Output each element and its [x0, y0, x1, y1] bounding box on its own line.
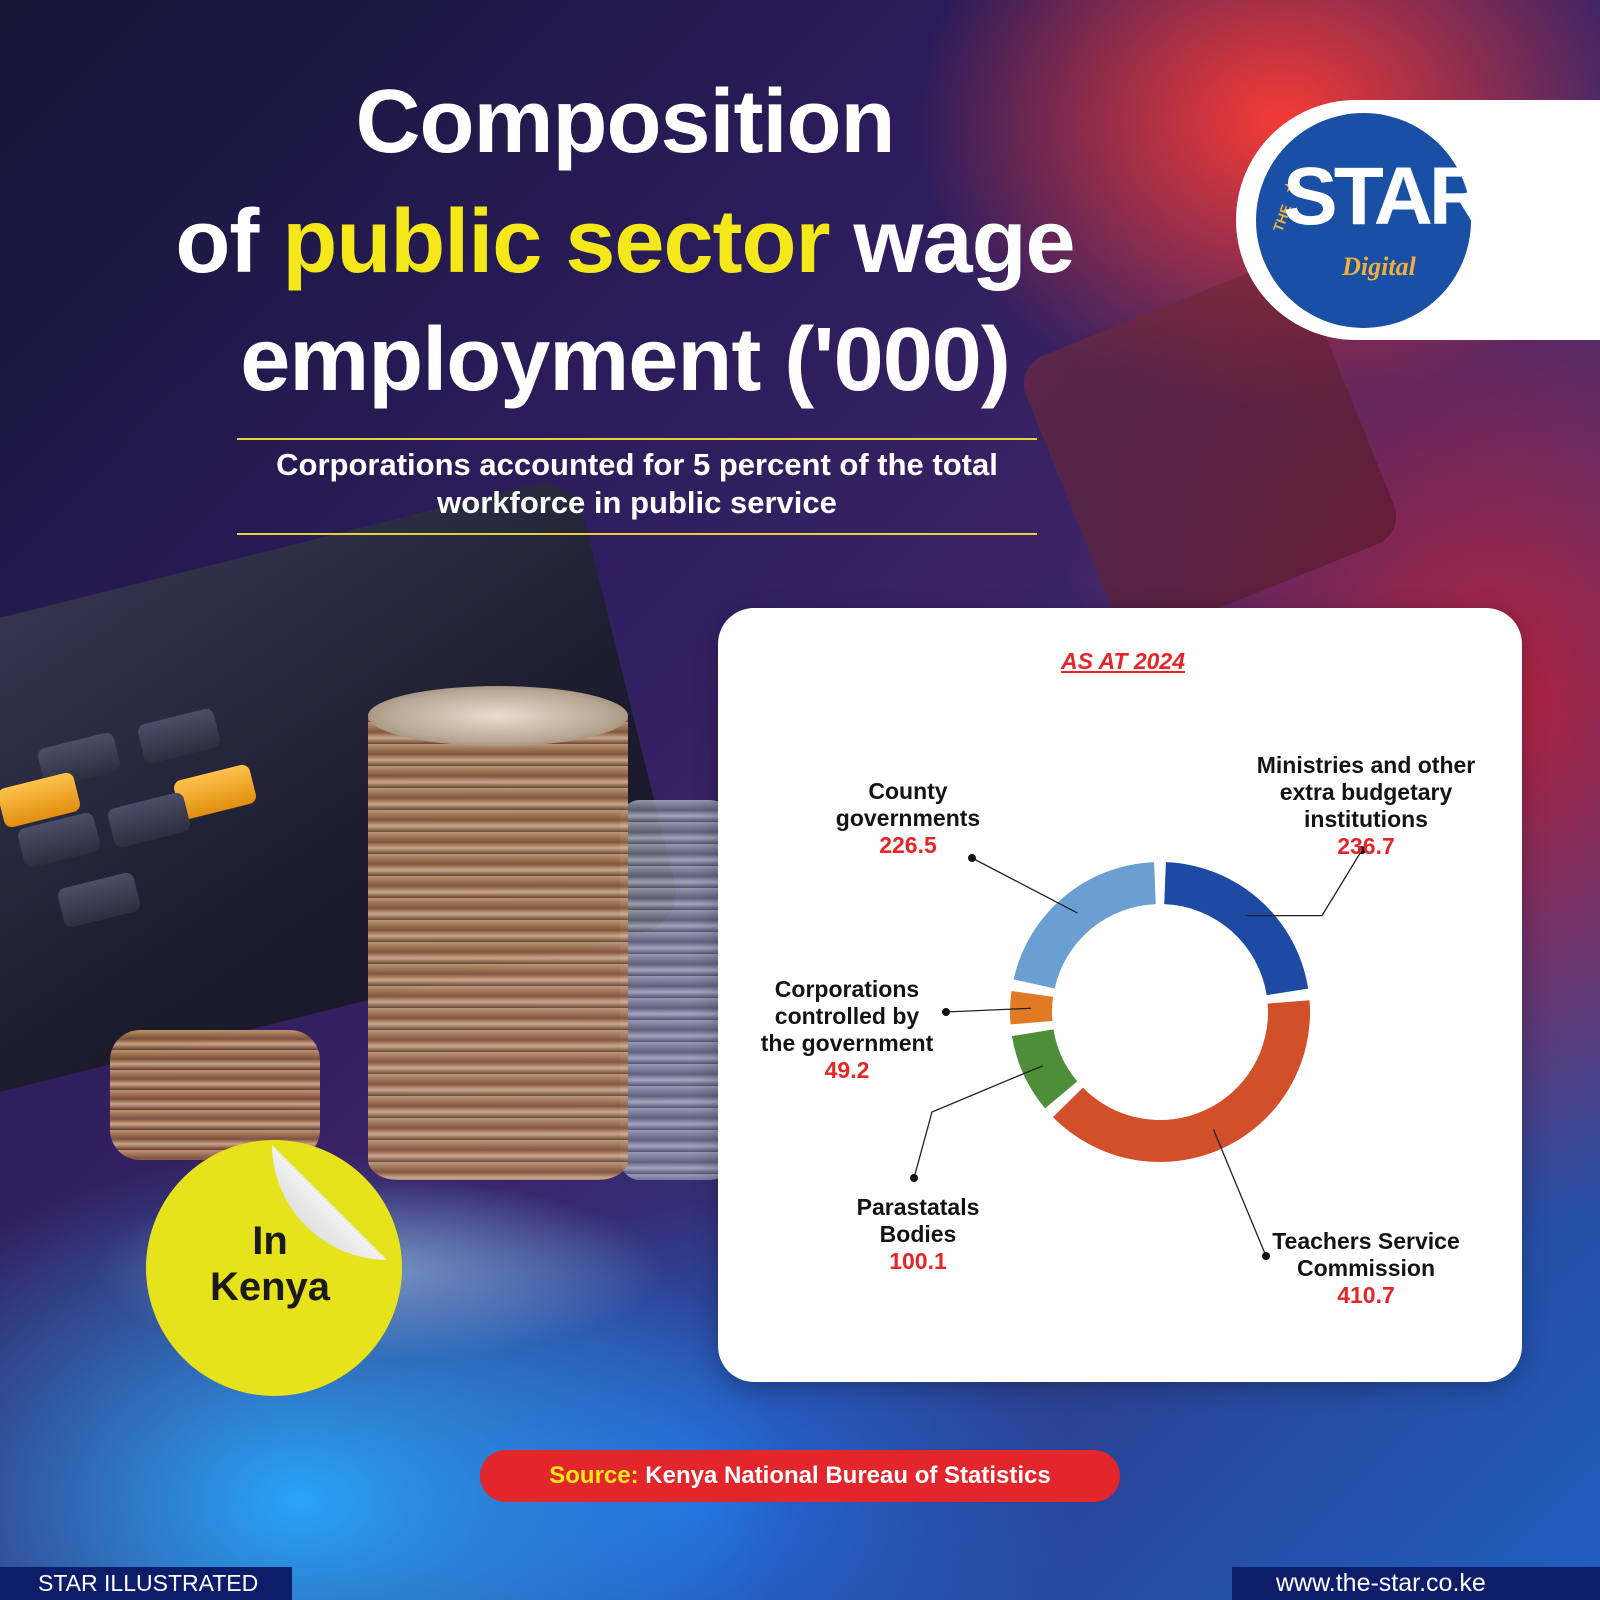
slice-label-teachers: Teachers Service Commission 410.7 [1246, 1228, 1486, 1309]
footer-website-link[interactable]: www.the-star.co.ke [1232, 1567, 1600, 1600]
slice-value-county: 226.5 [879, 832, 937, 858]
slice-value-ministries: 236.7 [1337, 833, 1395, 859]
title-line-2-suffix: wage [829, 192, 1076, 292]
star-icon: ★ [1283, 176, 1300, 196]
source-label: Source: [549, 1462, 639, 1489]
subtitle-line-1: Corporations accounted for 5 percent of … [276, 447, 998, 482]
title-highlight: public sector [282, 192, 830, 292]
title-line-3: employment ('000) [240, 310, 1011, 410]
slice-value-corporations: 49.2 [824, 1057, 870, 1083]
coin-stack-illustration [368, 700, 628, 1180]
chart-subtitle: AS AT 2024 [1061, 648, 1185, 674]
subtitle-line-2: workforce in public service [437, 485, 837, 520]
source-pill: Source: Kenya National Bureau of Statist… [480, 1450, 1120, 1502]
coin-top-illustration [368, 686, 628, 746]
subtitle-bottom-rule [237, 533, 1037, 535]
logo-star-wordmark: STAR [1283, 151, 1488, 242]
chart-card [718, 608, 1522, 1382]
coin-stack-silver-illustration [620, 800, 730, 1180]
footer-brand: STAR ILLUSTRATED [0, 1567, 292, 1600]
coin-stack-small-illustration [110, 1030, 320, 1160]
slice-label-parastatals: Parastatals Bodies 100.1 [830, 1194, 1006, 1275]
title-line-2: of public sector wage [90, 182, 1160, 302]
subtitle: Corporations accounted for 5 percent of … [237, 446, 1037, 522]
subtitle-top-rule [237, 438, 1037, 440]
title-line-1: Composition [355, 72, 896, 172]
slice-label-ministries: Ministries and other extra budgetary insti… [1236, 752, 1496, 860]
source-text: Kenya National Bureau of Statistics [638, 1462, 1051, 1489]
slice-value-teachers: 410.7 [1337, 1282, 1395, 1308]
title-line-2-prefix: of [175, 192, 283, 292]
slice-label-corporations: Corporations controlled by the government … [752, 976, 942, 1084]
slice-value-parastatals: 100.1 [889, 1248, 947, 1274]
kenya-badge-text: In Kenya [209, 1219, 331, 1309]
slice-label-county: County governments 226.5 [808, 778, 1008, 859]
logo-circle [1256, 113, 1471, 328]
logo-digital-wordmark: Digital [1342, 252, 1416, 281]
